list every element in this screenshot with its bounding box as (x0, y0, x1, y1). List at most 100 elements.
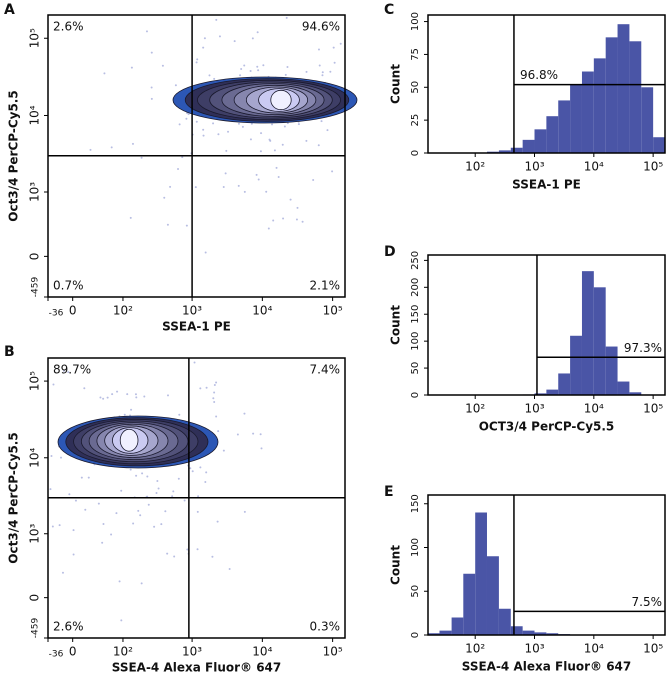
histogram-bar (546, 116, 559, 153)
event-dot (318, 64, 321, 67)
event-dot (97, 502, 100, 505)
event-dot (197, 495, 200, 498)
event-dot (205, 471, 208, 474)
event-dot (260, 132, 263, 135)
event-dot (196, 548, 199, 551)
event-dot (150, 51, 153, 54)
event-dot (317, 144, 320, 147)
event-dot (250, 122, 253, 125)
event-dot (143, 395, 146, 398)
histogram-bar (617, 381, 630, 395)
histogram-bar (451, 617, 464, 635)
event-dot (129, 468, 132, 471)
event-dot (193, 361, 196, 364)
panel: A -36 0 10² 10³ 10⁴ 10⁵ -459 0 10³ 10⁴ 10⁵ SSEA-1 PE… (4, 2, 358, 334)
histogram-bar (629, 41, 642, 153)
event-dot (120, 489, 123, 492)
event-dot (213, 401, 216, 404)
histogram-bar (510, 147, 523, 153)
event-dot (68, 493, 71, 496)
event-dot (72, 553, 75, 556)
event-dot (101, 541, 104, 544)
event-dot (163, 196, 166, 199)
panel: D 10² 10³ 10⁴ 10⁵ 0 50 100 150 200 250 OCT3/4 PerCP… (384, 244, 666, 434)
y-axis-label: Oct3/4 PerCP-Cy5.5 (7, 90, 21, 221)
event-dot (52, 383, 55, 386)
event-dot (196, 510, 199, 513)
event-dot (259, 433, 262, 436)
event-dot (222, 449, 225, 452)
event-dot (273, 149, 276, 152)
event-dot (80, 476, 83, 479)
histogram-bar (617, 24, 630, 154)
y-axis-label: Count (389, 545, 403, 585)
y-tick-label: -459 (31, 618, 41, 639)
histogram-bar (510, 626, 523, 635)
histogram-bar (570, 335, 582, 395)
x-tick-label: 10² (465, 642, 485, 656)
event-dot (99, 396, 102, 399)
event-dot (213, 77, 216, 80)
event-dot (171, 495, 174, 498)
event-dot (202, 134, 205, 137)
event-dot (173, 555, 176, 558)
x-tick-label: 10² (465, 160, 485, 174)
event-dot (174, 84, 177, 87)
quadrant-percentage: 0.3% (310, 620, 341, 634)
event-dot (187, 113, 190, 116)
event-dot (233, 40, 236, 43)
y-tick-label: 10³ (28, 524, 42, 544)
event-dot (195, 61, 198, 64)
event-dot (321, 71, 324, 74)
event-dot (140, 156, 143, 159)
event-dot (213, 391, 216, 394)
event-dot (145, 30, 148, 33)
event-dot (275, 166, 278, 169)
event-dot (272, 219, 275, 222)
event-dot (285, 16, 288, 19)
quadrant-percentage: 2.1% (310, 279, 341, 293)
histogram-bar (546, 389, 559, 395)
x-tick-label: -36 (49, 650, 64, 660)
x-tick-label: 10⁴ (584, 642, 604, 656)
x-tick-label: 10⁵ (323, 645, 343, 659)
event-dot (150, 97, 153, 100)
event-dot (115, 512, 118, 515)
histogram-bar (498, 150, 511, 153)
event-dot (156, 480, 159, 483)
event-dot (243, 190, 246, 193)
event-dot (202, 128, 205, 131)
event-dot (267, 227, 270, 230)
event-dot (61, 571, 64, 574)
panel-letter: D (384, 244, 396, 260)
event-dot (312, 178, 315, 181)
histogram-bar (522, 139, 535, 153)
event-dot (240, 68, 243, 71)
event-dot (249, 70, 252, 73)
quadrant-percentage: 2.6% (53, 20, 84, 34)
event-dot (204, 251, 207, 254)
histogram-bar (475, 512, 487, 635)
event-dot (102, 397, 105, 400)
event-dot (237, 184, 240, 187)
y-tick-label: 10⁴ (28, 448, 42, 468)
event-dot (58, 524, 61, 527)
x-axis-label: SSEA-4 Alexa Fluor® 647 (112, 661, 282, 675)
event-dot (286, 65, 289, 68)
x-tick-label: 10² (113, 645, 133, 659)
event-dot (243, 412, 246, 415)
event-dot (224, 172, 227, 175)
gate-percentage: 96.8% (520, 68, 558, 82)
event-dot (141, 472, 144, 475)
event-dot (259, 150, 262, 153)
event-dot (212, 122, 215, 125)
y-axis-label: Oct3/4 PerCP-Cy5.5 (7, 432, 21, 563)
event-dot (177, 167, 180, 170)
histogram-bar (558, 373, 571, 395)
histogram-bar (428, 633, 440, 635)
event-dot (329, 70, 332, 73)
y-tick-label: 250 (410, 251, 421, 270)
event-dot (123, 413, 126, 416)
y-tick-label: 0 (410, 632, 421, 638)
y-tick-label: 50 (410, 81, 421, 94)
